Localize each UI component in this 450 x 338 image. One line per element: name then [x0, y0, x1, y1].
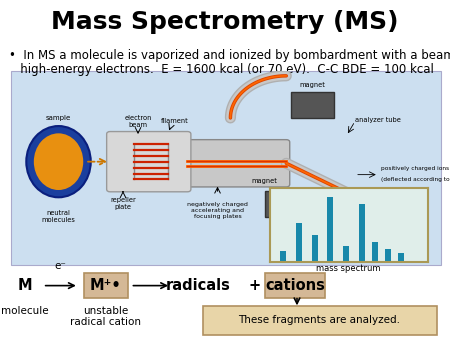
- Text: ion exit slit: ion exit slit: [381, 190, 413, 195]
- Text: (deflected according to m/z): (deflected according to m/z): [381, 177, 450, 182]
- Bar: [280, 251, 286, 262]
- Ellipse shape: [26, 126, 91, 197]
- Bar: [328, 197, 333, 262]
- Text: high-energy electrons.  E = 1600 kcal (or 70 eV).  C-C BDE = 100 kcal: high-energy electrons. E = 1600 kcal (or…: [9, 63, 434, 75]
- Text: e⁻: e⁻: [55, 261, 67, 271]
- Text: unstable
radical cation: unstable radical cation: [70, 306, 141, 328]
- Text: magnet: magnet: [252, 178, 278, 184]
- Bar: [359, 204, 365, 262]
- Text: These fragments are analyzed.: These fragments are analyzed.: [238, 315, 400, 325]
- FancyBboxPatch shape: [84, 273, 128, 298]
- FancyBboxPatch shape: [11, 71, 441, 265]
- Text: filament: filament: [161, 118, 189, 124]
- Polygon shape: [291, 92, 333, 118]
- Text: negatively charged
accelerating and
focusing plates: negatively charged accelerating and focu…: [187, 202, 248, 219]
- Text: analyzer tube: analyzer tube: [355, 117, 401, 123]
- Text: mass spectrum: mass spectrum: [316, 264, 381, 273]
- Text: neutral
molecules: neutral molecules: [41, 210, 76, 223]
- Text: +: +: [248, 278, 260, 293]
- Text: positively charged ions: positively charged ions: [381, 166, 449, 171]
- Text: M⁺•: M⁺•: [90, 278, 122, 293]
- Text: cations: cations: [265, 278, 325, 293]
- Text: M: M: [18, 278, 32, 293]
- FancyBboxPatch shape: [202, 306, 436, 335]
- Bar: [385, 249, 391, 262]
- Text: magnet: magnet: [299, 82, 325, 88]
- Text: •  In MS a molecule is vaporized and ionized by bombardment with a beam of: • In MS a molecule is vaporized and ioni…: [9, 49, 450, 62]
- FancyBboxPatch shape: [265, 273, 325, 298]
- Bar: [296, 223, 302, 262]
- FancyBboxPatch shape: [184, 140, 290, 187]
- Text: sample: sample: [46, 115, 71, 121]
- Text: repeller
plate: repeller plate: [110, 197, 136, 210]
- FancyBboxPatch shape: [107, 131, 191, 192]
- Bar: [312, 235, 318, 262]
- Polygon shape: [265, 191, 299, 217]
- Bar: [343, 246, 349, 262]
- Bar: [398, 254, 404, 262]
- Ellipse shape: [34, 133, 83, 190]
- Bar: [372, 242, 378, 262]
- Text: molecule: molecule: [1, 306, 49, 316]
- Text: collector: collector: [381, 200, 406, 205]
- Text: Mass Spectrometry (MS): Mass Spectrometry (MS): [51, 10, 399, 34]
- Text: radicals: radicals: [166, 278, 230, 293]
- Text: electron
beam: electron beam: [124, 115, 152, 128]
